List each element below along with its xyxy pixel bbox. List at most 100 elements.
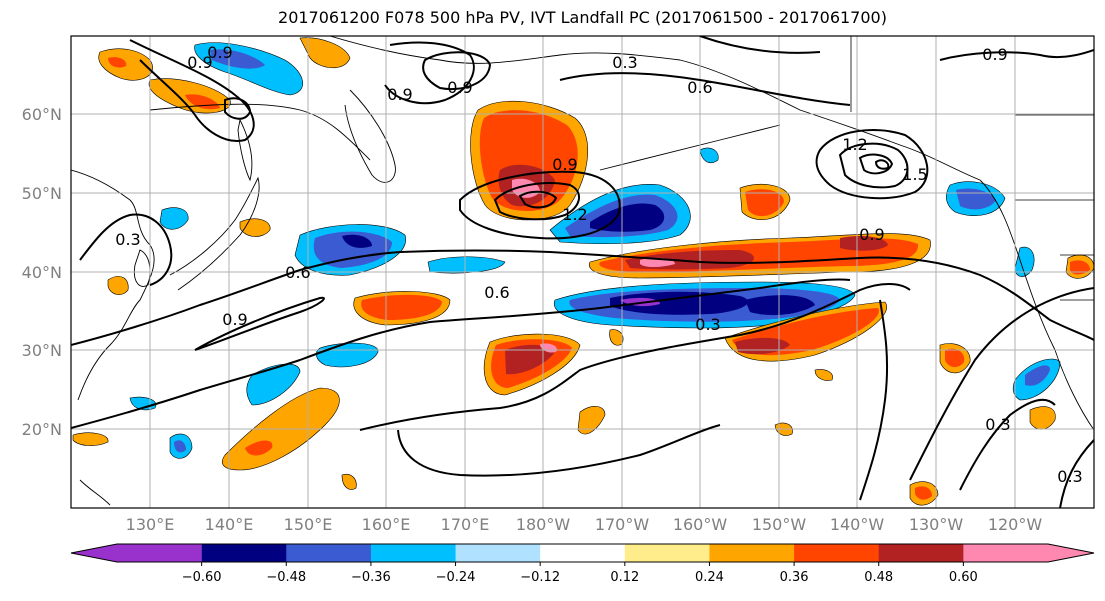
shade-region	[577, 406, 606, 435]
contour-line	[909, 287, 1094, 481]
colorbar-swatch	[709, 544, 795, 562]
contour-line	[493, 182, 580, 221]
map-title: 2017061200 F078 500 hPa PV, IVT Landfall…	[278, 8, 887, 27]
contour-label: 0.3	[612, 53, 637, 72]
anomaly-shading	[72, 37, 1094, 506]
contour-label: 0.6	[285, 263, 310, 282]
contour-label: 0.9	[982, 45, 1007, 64]
colorbar-tick-label: 0.48	[864, 570, 893, 585]
contour-line	[79, 213, 173, 286]
shade-region	[108, 57, 127, 68]
colorbar-tick-label: −0.12	[520, 570, 560, 585]
political-borders	[850, 36, 1094, 301]
border-state	[1060, 254, 1094, 301]
shade-region	[745, 295, 815, 316]
shade-region	[1029, 406, 1056, 430]
lon-label: 130°E	[126, 515, 175, 534]
colorbar-tick-label: 0.24	[695, 570, 724, 585]
colorbar-swatch	[201, 544, 287, 562]
shade-region	[245, 440, 273, 456]
colorbar-tick-label: −0.24	[436, 570, 476, 585]
shade-region	[956, 188, 996, 210]
contour-label: 0.9	[552, 155, 577, 174]
shade-region	[1070, 260, 1090, 275]
contour-label: 0.9	[859, 225, 884, 244]
gridlines	[71, 36, 1094, 508]
shade-region	[915, 486, 932, 500]
colorbar-swatch	[286, 544, 372, 562]
lat-label: 60°N	[22, 105, 62, 124]
contour-line	[194, 296, 325, 351]
lon-label: 160°W	[673, 515, 728, 534]
contour-line	[459, 170, 621, 240]
contour-line	[699, 36, 821, 54]
contour-line	[71, 249, 1094, 346]
coastline-aleutians	[599, 124, 781, 171]
colorbar-tick-label: 0.36	[780, 570, 809, 585]
shade-region	[361, 294, 442, 320]
map-frame	[70, 35, 1095, 509]
colorbar-tick-label: −0.48	[266, 570, 306, 585]
shade-region	[1014, 246, 1035, 277]
shade-region	[945, 348, 965, 368]
contour-label: 1.5	[902, 165, 927, 184]
lon-label: 170°E	[441, 515, 490, 534]
contour-line	[859, 299, 889, 501]
shade-region	[342, 234, 372, 248]
colorbar-swatch	[71, 544, 202, 562]
contour-line	[224, 97, 252, 120]
pv-contours	[71, 36, 1094, 508]
coastline-japan	[169, 176, 260, 291]
lon-label: 140°E	[205, 515, 254, 534]
contour-label: 0.3	[1057, 467, 1082, 486]
contour-label: 0.3	[985, 415, 1010, 434]
coastline-philippines	[79, 479, 111, 506]
contour-label: 0.6	[484, 283, 509, 302]
colorbar: −0.60 −0.48 −0.36 −0.24 −0.12 0.12 0.24 0.36 0.4…	[70, 543, 1095, 585]
lon-label: 140°W	[830, 515, 885, 534]
colorbar-swatch	[540, 544, 626, 562]
contour-line	[1059, 439, 1094, 508]
lat-label: 20°N	[22, 420, 62, 439]
shade-region	[299, 37, 351, 69]
colorbar-swatch	[370, 544, 457, 562]
colorbar-tick-label: 0.12	[610, 570, 639, 585]
coastline-siberia-north	[329, 36, 681, 64]
lon-label: 180°W	[516, 515, 571, 534]
contour-label: 0.9	[187, 53, 212, 72]
colorbar-swatch	[963, 544, 1094, 562]
contour-label: 0.9	[447, 78, 472, 97]
coastline-na-west	[979, 179, 1094, 431]
contour-line	[359, 283, 911, 431]
contour-label: 0.9	[387, 85, 412, 104]
contour-label: 0.3	[695, 315, 720, 334]
contour-line	[129, 39, 255, 142]
colorbar-tick-label: −0.60	[182, 570, 222, 585]
colorbar-outline	[70, 543, 1095, 563]
colorbar-swatch	[878, 544, 964, 562]
lat-label: 40°N	[22, 263, 62, 282]
contour-line	[858, 153, 894, 175]
lon-label: 120°W	[988, 515, 1043, 534]
contour-label: 0.9	[222, 310, 247, 329]
contour-line	[874, 159, 890, 170]
lon-label: 160°E	[362, 515, 411, 534]
contour-label: 1.2	[842, 135, 867, 154]
lon-label: 170°W	[595, 515, 650, 534]
colorbar-swatch	[624, 544, 710, 562]
coastline-okhotsk	[149, 103, 371, 161]
shade-region	[341, 473, 357, 490]
latitude-labels: 60°N 50°N 40°N 30°N 20°N	[22, 105, 62, 439]
contour-line	[422, 51, 492, 91]
contour-line	[959, 398, 1056, 491]
contour-line	[518, 190, 558, 209]
contour-line	[815, 129, 929, 200]
shade-region	[210, 49, 265, 69]
lat-label: 30°N	[22, 341, 62, 360]
contour-label: 0.6	[687, 78, 712, 97]
lon-label: 150°E	[284, 515, 333, 534]
contour-label: 1.2	[562, 205, 587, 224]
contour-line	[384, 41, 475, 105]
colorbar-swatch	[455, 544, 541, 562]
